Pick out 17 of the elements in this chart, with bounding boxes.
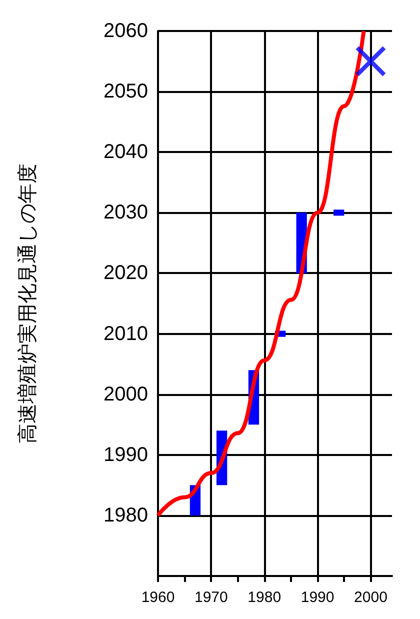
x-tick-label: 1970 (194, 589, 228, 606)
bar (334, 210, 344, 216)
y-tick-label: 2050 (104, 80, 148, 103)
y-tick-label: 1990 (104, 444, 148, 466)
y-axis-title: 高速増殖炉実用化見通しの年度 (16, 164, 39, 444)
y-tick-label: 2040 (104, 141, 148, 164)
x-tick-label: 1980 (248, 589, 282, 606)
y-tick-label: 2060 (104, 20, 148, 42)
y-tick-label: 1980 (104, 504, 148, 526)
y-tick-label: 2000 (104, 383, 148, 406)
x-tick-label: 1990 (300, 589, 334, 606)
line-series (156, 29, 366, 518)
x-tick-label: 1960 (141, 589, 175, 606)
y-tick-label: 2020 (104, 262, 148, 284)
y-tick-label: 2010 (104, 322, 148, 345)
y-tick-label: 2030 (104, 202, 148, 224)
x-tick-label: 2000 (354, 589, 388, 606)
